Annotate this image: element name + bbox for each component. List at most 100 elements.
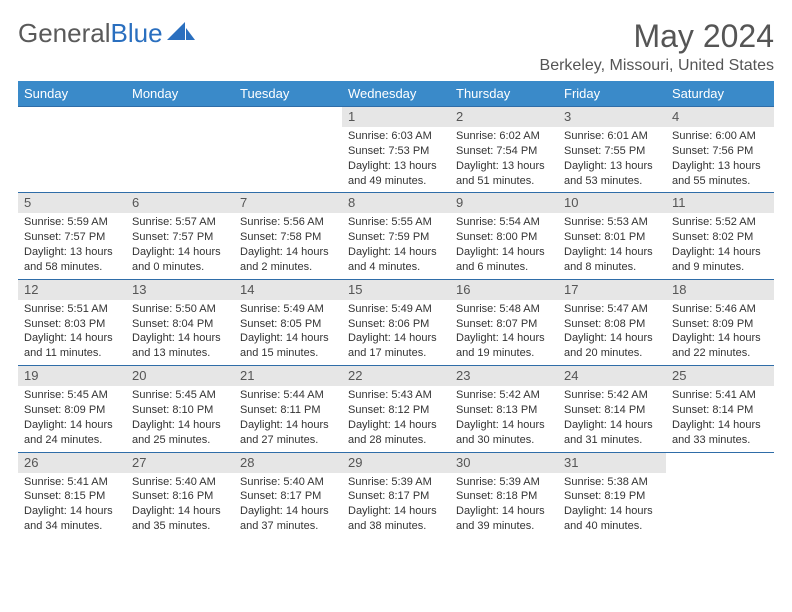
- day-number: 10: [558, 193, 666, 213]
- calendar-day-cell: 27Sunrise: 5:40 AMSunset: 8:16 PMDayligh…: [126, 452, 234, 538]
- calendar-day-cell: 22Sunrise: 5:43 AMSunset: 8:12 PMDayligh…: [342, 366, 450, 452]
- day-number: 29: [342, 453, 450, 473]
- day-details: Sunrise: 5:55 AMSunset: 7:59 PMDaylight:…: [342, 213, 450, 278]
- location-subtitle: Berkeley, Missouri, United States: [540, 57, 774, 75]
- sunset-line: Sunset: 7:56 PM: [672, 144, 768, 159]
- day-details: Sunrise: 5:45 AMSunset: 8:10 PMDaylight:…: [126, 386, 234, 451]
- calendar-day-cell: 10Sunrise: 5:53 AMSunset: 8:01 PMDayligh…: [558, 193, 666, 279]
- sunrise-line: Sunrise: 6:02 AM: [456, 129, 552, 144]
- day-details: Sunrise: 5:44 AMSunset: 8:11 PMDaylight:…: [234, 386, 342, 451]
- calendar-day-cell: 11Sunrise: 5:52 AMSunset: 8:02 PMDayligh…: [666, 193, 774, 279]
- sunrise-line: Sunrise: 5:44 AM: [240, 388, 336, 403]
- daylight-line: Daylight: 13 hours and 55 minutes.: [672, 159, 768, 189]
- calendar-day-cell: 19Sunrise: 5:45 AMSunset: 8:09 PMDayligh…: [18, 366, 126, 452]
- sunrise-line: Sunrise: 6:03 AM: [348, 129, 444, 144]
- day-number: 17: [558, 280, 666, 300]
- calendar-day-cell: 29Sunrise: 5:39 AMSunset: 8:17 PMDayligh…: [342, 452, 450, 538]
- calendar-day-cell: 12Sunrise: 5:51 AMSunset: 8:03 PMDayligh…: [18, 279, 126, 365]
- day-number: 16: [450, 280, 558, 300]
- daylight-line: Daylight: 13 hours and 53 minutes.: [564, 159, 660, 189]
- sunset-line: Sunset: 8:00 PM: [456, 230, 552, 245]
- day-number: 23: [450, 366, 558, 386]
- daylight-line: Daylight: 14 hours and 17 minutes.: [348, 331, 444, 361]
- calendar-day-cell: [234, 107, 342, 193]
- day-details: Sunrise: 5:42 AMSunset: 8:13 PMDaylight:…: [450, 386, 558, 451]
- daylight-line: Daylight: 13 hours and 49 minutes.: [348, 159, 444, 189]
- daylight-line: Daylight: 14 hours and 35 minutes.: [132, 504, 228, 534]
- daylight-line: Daylight: 14 hours and 37 minutes.: [240, 504, 336, 534]
- day-number: 8: [342, 193, 450, 213]
- daylight-line: Daylight: 14 hours and 34 minutes.: [24, 504, 120, 534]
- month-title: May 2024: [540, 18, 774, 55]
- daylight-line: Daylight: 14 hours and 28 minutes.: [348, 418, 444, 448]
- sunrise-line: Sunrise: 5:48 AM: [456, 302, 552, 317]
- sunset-line: Sunset: 7:53 PM: [348, 144, 444, 159]
- calendar-week-row: 26Sunrise: 5:41 AMSunset: 8:15 PMDayligh…: [18, 452, 774, 538]
- day-number: 21: [234, 366, 342, 386]
- sunrise-line: Sunrise: 5:47 AM: [564, 302, 660, 317]
- day-number: 30: [450, 453, 558, 473]
- day-number: 4: [666, 107, 774, 127]
- calendar-day-cell: 7Sunrise: 5:56 AMSunset: 7:58 PMDaylight…: [234, 193, 342, 279]
- weekday-header: Saturday: [666, 81, 774, 107]
- day-details: Sunrise: 5:41 AMSunset: 8:14 PMDaylight:…: [666, 386, 774, 451]
- day-details: Sunrise: 5:59 AMSunset: 7:57 PMDaylight:…: [18, 213, 126, 278]
- day-number: 25: [666, 366, 774, 386]
- sunrise-line: Sunrise: 5:50 AM: [132, 302, 228, 317]
- day-number: 24: [558, 366, 666, 386]
- sunset-line: Sunset: 8:14 PM: [672, 403, 768, 418]
- sunset-line: Sunset: 8:14 PM: [564, 403, 660, 418]
- day-number: 7: [234, 193, 342, 213]
- day-number: 19: [18, 366, 126, 386]
- day-number: 11: [666, 193, 774, 213]
- day-number: 6: [126, 193, 234, 213]
- day-details: Sunrise: 6:02 AMSunset: 7:54 PMDaylight:…: [450, 127, 558, 192]
- calendar-day-cell: 16Sunrise: 5:48 AMSunset: 8:07 PMDayligh…: [450, 279, 558, 365]
- daylight-line: Daylight: 14 hours and 31 minutes.: [564, 418, 660, 448]
- calendar-day-cell: 26Sunrise: 5:41 AMSunset: 8:15 PMDayligh…: [18, 452, 126, 538]
- sunrise-line: Sunrise: 5:56 AM: [240, 215, 336, 230]
- sunrise-line: Sunrise: 5:57 AM: [132, 215, 228, 230]
- calendar-day-cell: 23Sunrise: 5:42 AMSunset: 8:13 PMDayligh…: [450, 366, 558, 452]
- day-details: Sunrise: 5:47 AMSunset: 8:08 PMDaylight:…: [558, 300, 666, 365]
- weekday-header: Wednesday: [342, 81, 450, 107]
- daylight-line: Daylight: 13 hours and 58 minutes.: [24, 245, 120, 275]
- daylight-line: Daylight: 14 hours and 11 minutes.: [24, 331, 120, 361]
- day-details: Sunrise: 5:46 AMSunset: 8:09 PMDaylight:…: [666, 300, 774, 365]
- calendar-day-cell: 9Sunrise: 5:54 AMSunset: 8:00 PMDaylight…: [450, 193, 558, 279]
- calendar-day-cell: 13Sunrise: 5:50 AMSunset: 8:04 PMDayligh…: [126, 279, 234, 365]
- day-number: 26: [18, 453, 126, 473]
- day-details: Sunrise: 5:52 AMSunset: 8:02 PMDaylight:…: [666, 213, 774, 278]
- day-number: 22: [342, 366, 450, 386]
- calendar-day-cell: 18Sunrise: 5:46 AMSunset: 8:09 PMDayligh…: [666, 279, 774, 365]
- calendar-day-cell: 20Sunrise: 5:45 AMSunset: 8:10 PMDayligh…: [126, 366, 234, 452]
- day-details: Sunrise: 5:41 AMSunset: 8:15 PMDaylight:…: [18, 473, 126, 538]
- sunset-line: Sunset: 8:06 PM: [348, 317, 444, 332]
- brand-part2: Blue: [111, 18, 163, 49]
- daylight-line: Daylight: 14 hours and 15 minutes.: [240, 331, 336, 361]
- sunrise-line: Sunrise: 5:42 AM: [456, 388, 552, 403]
- calendar-day-cell: 14Sunrise: 5:49 AMSunset: 8:05 PMDayligh…: [234, 279, 342, 365]
- page-header: GeneralBlue May 2024 Berkeley, Missouri,…: [18, 18, 774, 75]
- day-details: Sunrise: 6:03 AMSunset: 7:53 PMDaylight:…: [342, 127, 450, 192]
- day-details: Sunrise: 5:38 AMSunset: 8:19 PMDaylight:…: [558, 473, 666, 538]
- sunrise-line: Sunrise: 5:39 AM: [348, 475, 444, 490]
- day-details: Sunrise: 5:39 AMSunset: 8:18 PMDaylight:…: [450, 473, 558, 538]
- day-details: Sunrise: 5:57 AMSunset: 7:57 PMDaylight:…: [126, 213, 234, 278]
- daylight-line: Daylight: 14 hours and 40 minutes.: [564, 504, 660, 534]
- calendar-day-cell: 15Sunrise: 5:49 AMSunset: 8:06 PMDayligh…: [342, 279, 450, 365]
- brand-part1: General: [18, 18, 111, 49]
- day-number: 28: [234, 453, 342, 473]
- day-details: Sunrise: 5:45 AMSunset: 8:09 PMDaylight:…: [18, 386, 126, 451]
- sunrise-line: Sunrise: 5:38 AM: [564, 475, 660, 490]
- calendar-day-cell: 6Sunrise: 5:57 AMSunset: 7:57 PMDaylight…: [126, 193, 234, 279]
- calendar-day-cell: 31Sunrise: 5:38 AMSunset: 8:19 PMDayligh…: [558, 452, 666, 538]
- sunset-line: Sunset: 7:59 PM: [348, 230, 444, 245]
- daylight-line: Daylight: 14 hours and 9 minutes.: [672, 245, 768, 275]
- sunset-line: Sunset: 8:17 PM: [348, 489, 444, 504]
- day-details: Sunrise: 5:53 AMSunset: 8:01 PMDaylight:…: [558, 213, 666, 278]
- sunset-line: Sunset: 8:19 PM: [564, 489, 660, 504]
- calendar-day-cell: 4Sunrise: 6:00 AMSunset: 7:56 PMDaylight…: [666, 107, 774, 193]
- sunset-line: Sunset: 8:12 PM: [348, 403, 444, 418]
- day-number: 3: [558, 107, 666, 127]
